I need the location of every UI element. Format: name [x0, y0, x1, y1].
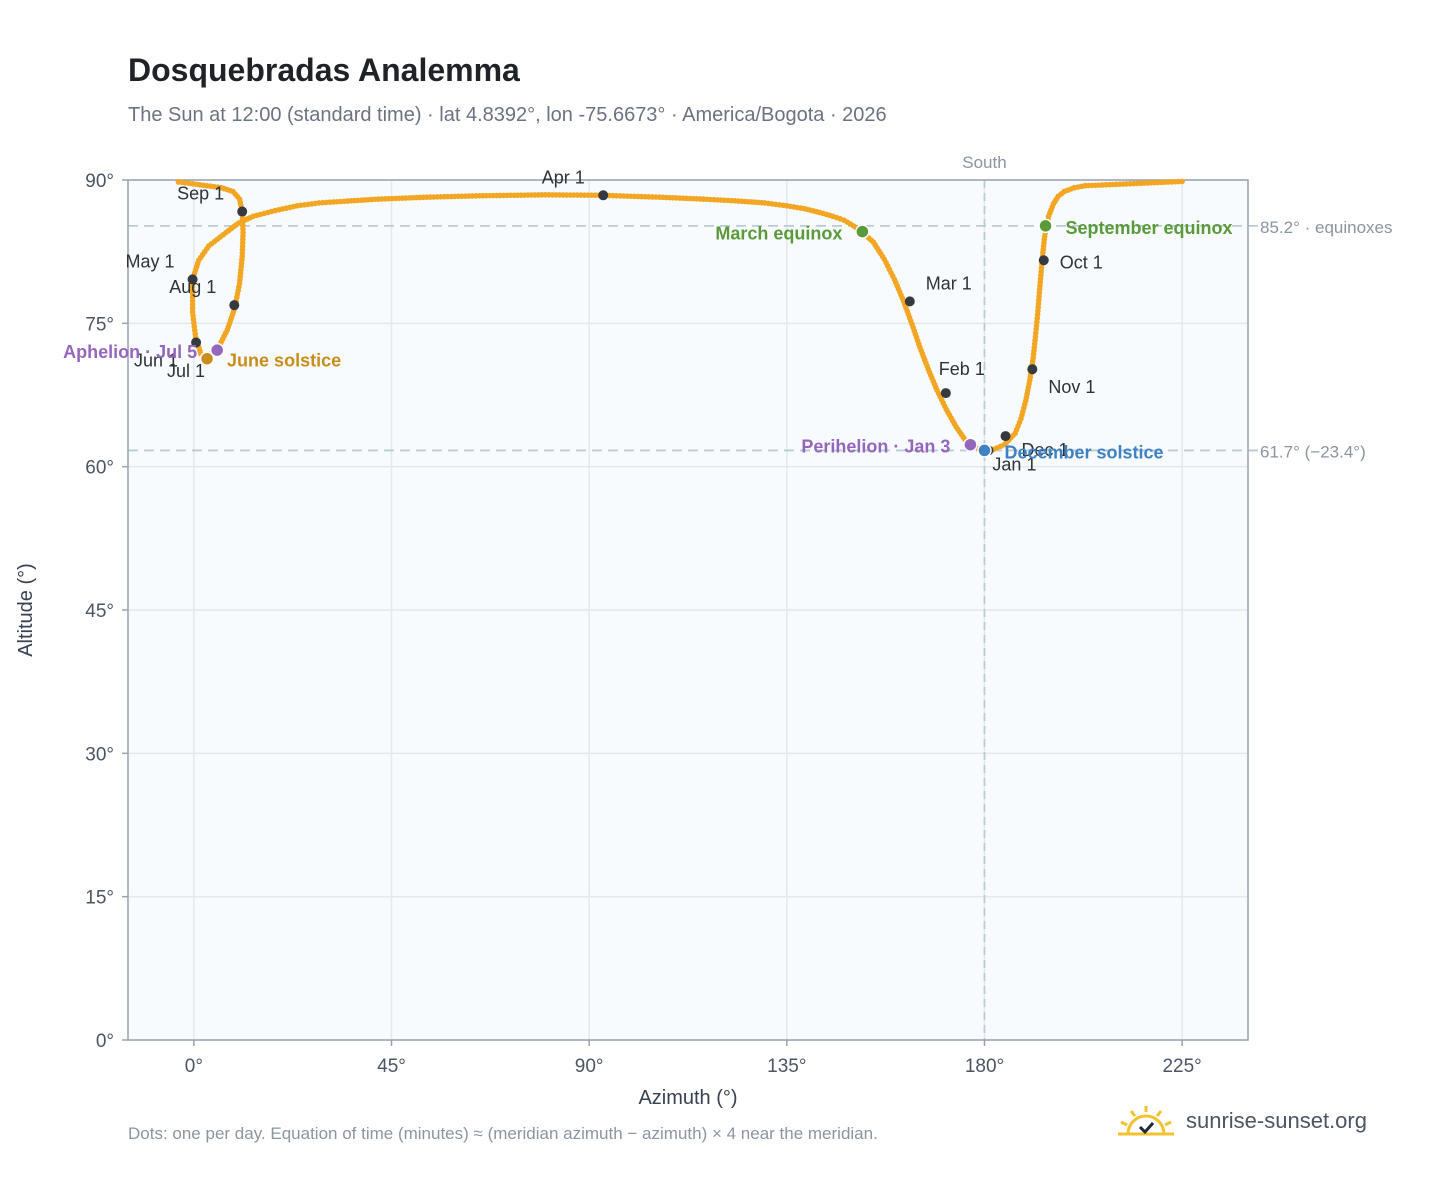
y-axis-label: Altitude (°) — [15, 563, 37, 657]
x-tick-label: 0° — [185, 1056, 203, 1077]
day-dot — [735, 198, 742, 204]
day-dot — [476, 193, 482, 199]
axis-ticks: 0° 45° 90° 135° 180° 225° 0° 15° 30° 45° 60° 75° 90° — [85, 171, 1202, 1077]
month-marker-label: Jun 1 — [134, 350, 178, 370]
brand-name[interactable]: sunrise-sunset.org — [1186, 1108, 1367, 1133]
x-tick-label: 135° — [767, 1056, 806, 1077]
month-marker-label: May 1 — [126, 251, 175, 271]
sun-logo-icon — [1118, 1106, 1174, 1136]
day-dot — [1082, 182, 1088, 189]
reference-line-label: 85.2° · equinoxes — [1260, 218, 1393, 237]
event-marker-label: March equinox — [715, 224, 842, 244]
month-marker-dot — [940, 388, 951, 399]
y-tick-label: 75° — [85, 314, 114, 335]
month-marker-label: Jul 1 — [167, 361, 205, 381]
y-tick-label: 45° — [85, 601, 114, 622]
event-markers: March equinox September equinox June solst… — [63, 218, 1232, 463]
event-marker-label: June solstice — [227, 351, 341, 371]
month-marker-dot — [1000, 431, 1011, 442]
footnote: Dots: one per day. Equation of time (min… — [128, 1124, 878, 1143]
day-dot — [801, 206, 807, 212]
month-marker-dot — [229, 300, 240, 311]
day-dot — [424, 194, 430, 200]
y-tick-label: 0° — [96, 1031, 114, 1052]
month-marker-dot — [598, 190, 609, 201]
day-dot — [218, 184, 224, 191]
month-marker-label: Feb 1 — [939, 359, 985, 379]
y-tick-label: 30° — [85, 744, 114, 765]
event-marker-dot — [855, 224, 870, 239]
month-marker-dot — [237, 206, 248, 217]
brand[interactable]: sunrise-sunset.org — [1118, 1104, 1367, 1138]
month-marker-dot — [191, 337, 202, 348]
day-dot — [345, 198, 351, 204]
day-dot — [656, 194, 663, 200]
x-tick-label: 180° — [965, 1056, 1004, 1077]
day-dot — [1179, 178, 1185, 185]
event-marker-dot — [199, 351, 215, 366]
south-label: South — [962, 153, 1006, 172]
y-tick-label: 60° — [85, 458, 114, 479]
month-marker-label: Sep 1 — [177, 184, 224, 204]
day-dot — [817, 209, 823, 216]
month-marker-label: Aug 1 — [169, 277, 216, 297]
day-dot — [316, 200, 322, 206]
day-dot — [784, 203, 790, 209]
y-tick-label: 90° — [85, 171, 114, 192]
day-dot — [1071, 184, 1078, 191]
day-dot — [294, 203, 300, 209]
event-marker-dot — [963, 437, 978, 452]
month-marker-label: Oct 1 — [1060, 252, 1103, 272]
month-marker-label: Jan 1 — [992, 454, 1036, 474]
day-dot — [762, 200, 768, 206]
day-dot — [175, 179, 182, 185]
event-marker-label: Perihelion · Jan 3 — [801, 437, 950, 457]
month-marker-dot — [187, 274, 198, 285]
day-dot — [700, 196, 706, 202]
month-marker-dot — [904, 296, 915, 307]
event-marker-label: Aphelion · Jul 5 — [63, 342, 197, 362]
event-marker-dot — [977, 443, 992, 458]
reference-line-label: 61.7° (−23.4°) — [1260, 442, 1366, 461]
x-axis-label: Azimuth (°) — [638, 1087, 737, 1109]
month-marker-label: Apr 1 — [542, 167, 585, 187]
x-tick-label: 90° — [575, 1056, 604, 1077]
guide-lines: South 85.2° · equinoxes 61.7° (−23.4°) — [128, 153, 1393, 1040]
month-marker-label: Dec 1 — [1022, 440, 1069, 460]
month-marker-dot — [1027, 364, 1038, 375]
month-marker-label: Mar 1 — [926, 273, 972, 293]
x-tick-label: 45° — [377, 1056, 406, 1077]
event-marker-label: September equinox — [1066, 218, 1233, 238]
event-marker-label: December solstice — [1004, 442, 1163, 462]
event-marker-dot — [209, 342, 225, 358]
day-dot — [830, 213, 836, 219]
day-dot — [250, 213, 256, 219]
day-dot — [375, 196, 381, 202]
day-dot — [841, 217, 847, 223]
chart-subtitle: The Sun at 12:00 (standard time) · lat 4… — [128, 104, 887, 126]
month-marker-label: Nov 1 — [1048, 377, 1095, 397]
event-marker-dot — [1038, 218, 1053, 234]
y-tick-label: 15° — [85, 888, 114, 909]
day-dot — [272, 207, 278, 214]
x-tick-label: 225° — [1162, 1056, 1201, 1077]
day-dot — [542, 192, 548, 198]
month-marker-dot — [1038, 255, 1049, 266]
day-dot — [1061, 188, 1068, 195]
chart-title: Dosquebradas Analemma — [128, 52, 520, 88]
